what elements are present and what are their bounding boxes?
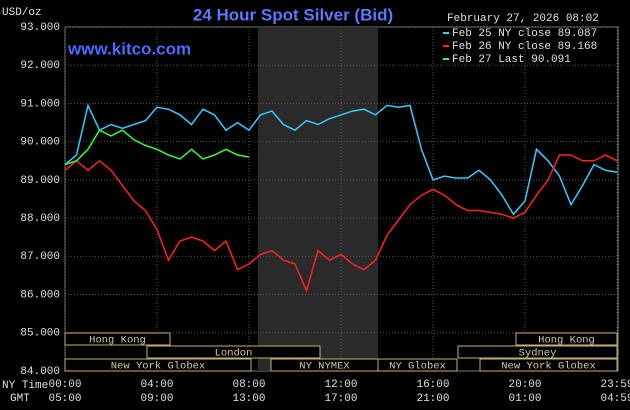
session-label: NY Globex — [389, 360, 446, 372]
y-tick-label: 86.000 — [20, 289, 60, 301]
nymex-session-band — [258, 27, 378, 371]
session-label: New York Globex — [501, 360, 596, 372]
x2-tick-label: 09:00 — [140, 393, 173, 405]
x-tick-label: 12:00 — [324, 379, 357, 391]
y-tick-label: 88.000 — [20, 213, 60, 225]
y-tick-label: 89.000 — [20, 175, 60, 187]
x-label: NY Time — [2, 380, 48, 392]
x2-tick-label: 17:00 — [324, 393, 357, 405]
legend-entry: Feb 26 NY close 89.168 — [452, 41, 597, 53]
session-box — [515, 332, 618, 346]
x2-tick-label: 01:00 — [508, 393, 541, 405]
session-box — [146, 345, 321, 359]
series-line — [64, 154, 618, 293]
session-label: Hong Kong — [89, 334, 146, 346]
x-tick-label: 00:00 — [48, 379, 81, 391]
x-tick-label: 04:00 — [140, 379, 173, 391]
series-line — [64, 129, 250, 166]
y-tick-label: 93.000 — [20, 22, 60, 34]
session-label: NY NYMEX — [299, 360, 350, 372]
x2-label: GMT — [10, 393, 30, 405]
session-label: Hong Kong — [538, 334, 595, 346]
source: www.kitco.com — [67, 39, 191, 58]
x-tick-label: 16:00 — [416, 379, 449, 391]
y-tick-label: 91.000 — [20, 98, 60, 110]
session-box — [457, 345, 618, 359]
x-tick-label: 23:59 — [600, 379, 630, 391]
timestamp: February 27, 2026 08:02 — [447, 13, 599, 25]
session-label: London — [215, 347, 253, 359]
y-tick-label: 87.000 — [20, 251, 60, 263]
y-tick-label: 92.000 — [20, 60, 60, 72]
y-unit: USD/oz — [2, 7, 42, 19]
x2-tick-label: 13:00 — [232, 393, 265, 405]
y-tick-label: 85.000 — [20, 328, 60, 340]
session-box — [377, 358, 458, 372]
legend-entry: Feb 25 NY close 89.087 — [452, 28, 597, 40]
x2-tick-label: 04:59 — [600, 393, 630, 405]
y-tick-label: 84.000 — [20, 366, 60, 378]
session-box — [64, 358, 252, 372]
y-tick-label: 90.000 — [20, 137, 60, 149]
session-box — [64, 332, 171, 346]
session-label: Sydney — [519, 347, 557, 359]
x2-tick-label: 05:00 — [48, 393, 81, 405]
x-tick-label: 20:00 — [508, 379, 541, 391]
series-line — [64, 103, 618, 216]
legend-entry: Feb 27 Last 90.091 — [452, 54, 571, 66]
session-label: New York Globex — [111, 360, 206, 372]
x2-tick-label: 21:00 — [416, 393, 449, 405]
session-box — [479, 358, 618, 372]
chart-title: 24 Hour Spot Silver (Bid) — [193, 5, 393, 24]
x-tick-label: 08:00 — [232, 379, 265, 391]
